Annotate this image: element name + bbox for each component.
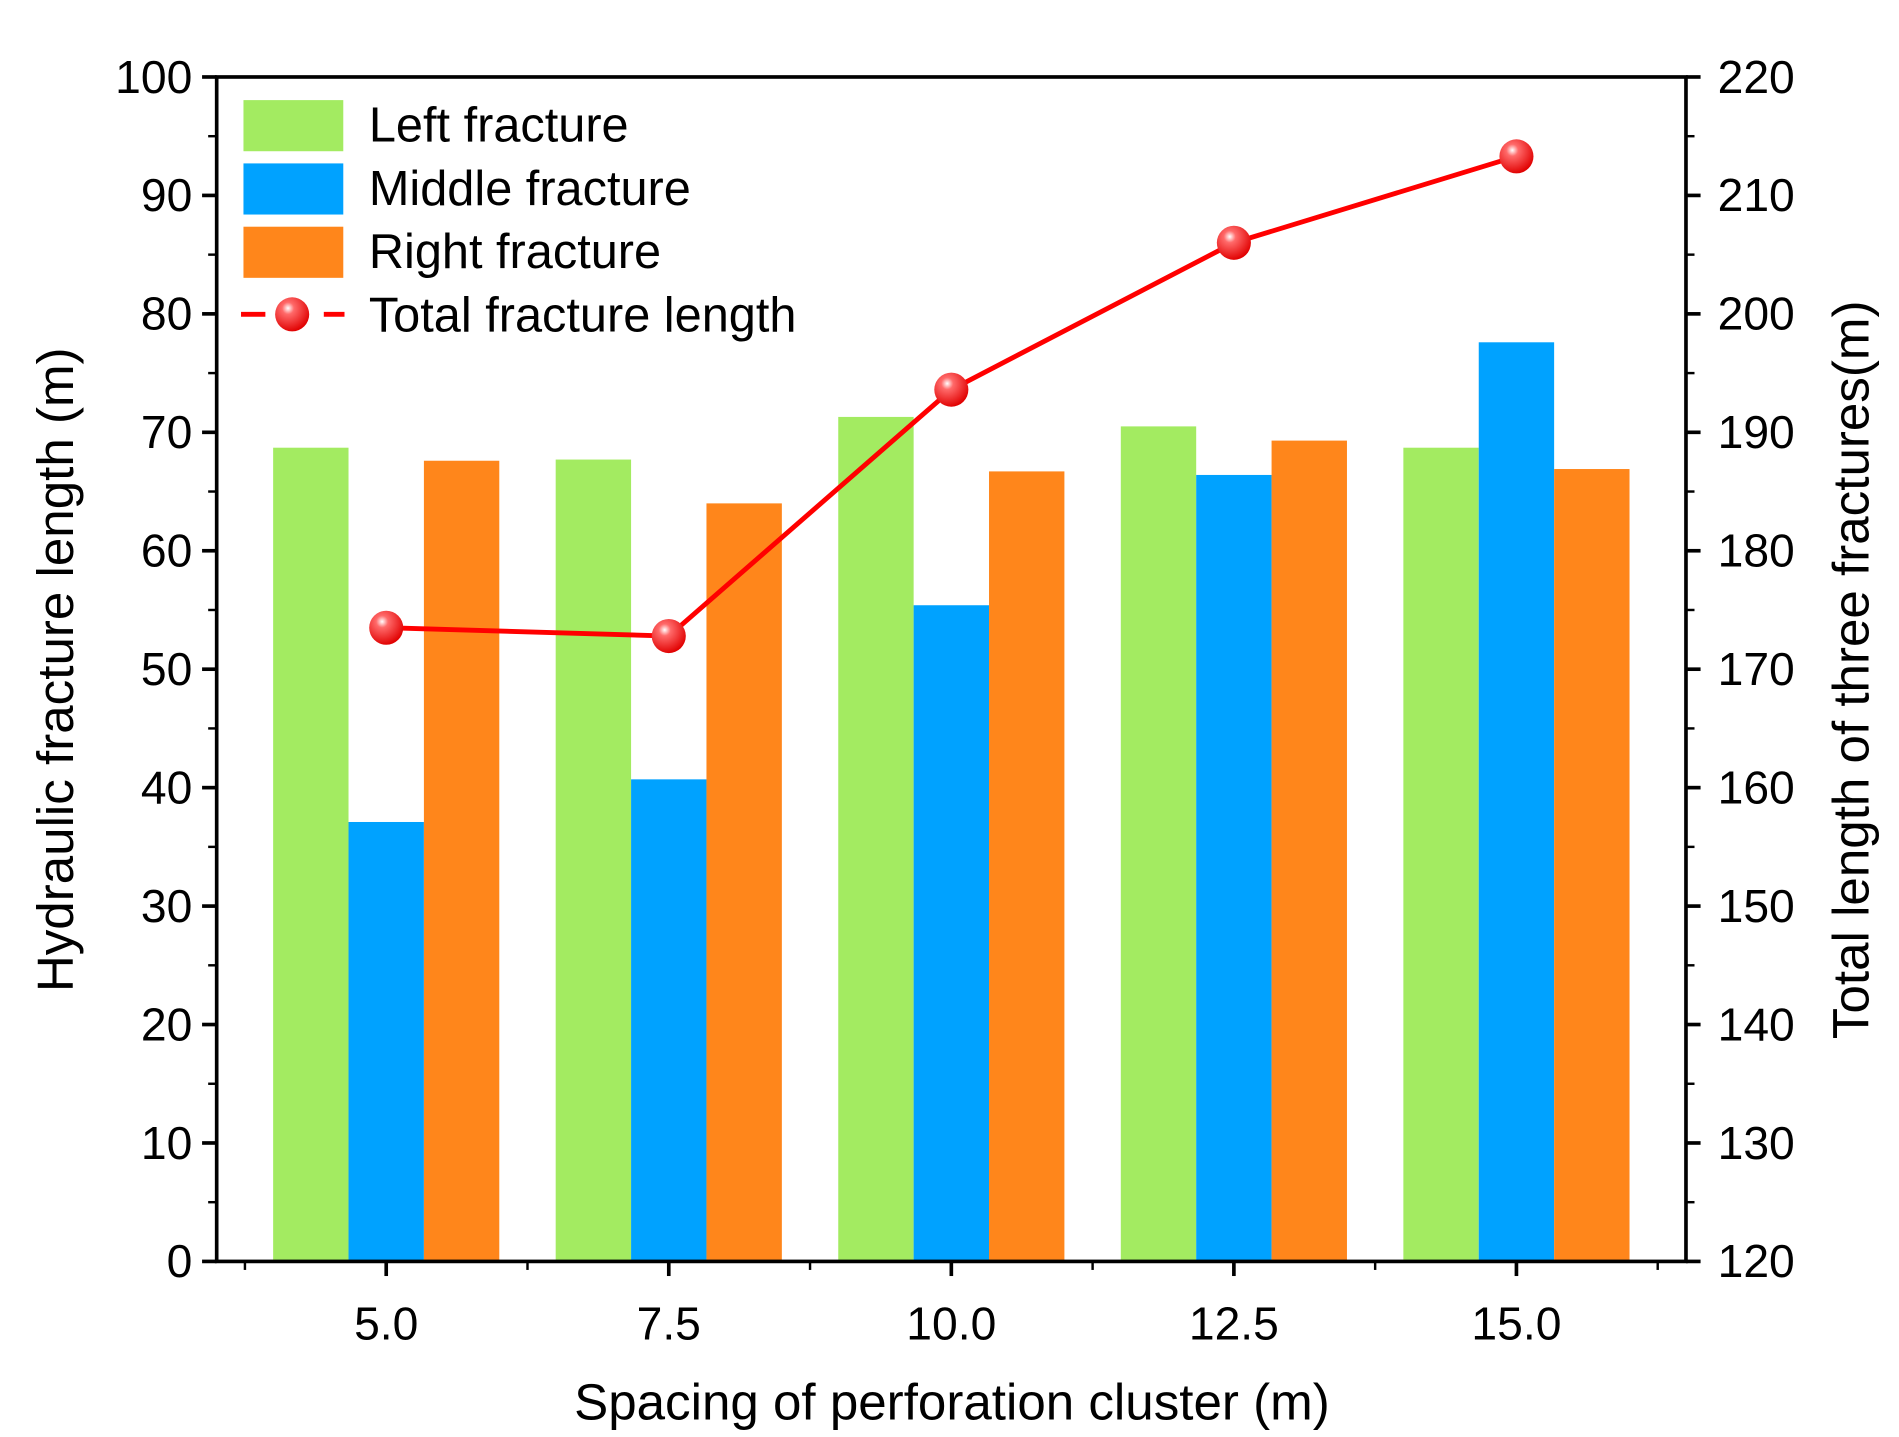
y-tick-label: 80	[141, 288, 192, 340]
total-length-point	[934, 372, 969, 407]
total-length-point	[1216, 225, 1251, 260]
y-tick-label: 30	[141, 880, 192, 932]
y2-tick-label: 180	[1718, 525, 1795, 577]
total-length-point	[651, 618, 686, 654]
y2-tick-label: 200	[1718, 288, 1795, 340]
y-tick-label: 10	[141, 1117, 192, 1169]
y2-tick-label: 150	[1718, 880, 1795, 932]
bar-middle-fracture	[631, 779, 707, 1262]
legend-label: Total fracture length	[369, 288, 797, 342]
legend-marker	[275, 297, 310, 332]
y2-tick-label: 140	[1718, 998, 1795, 1050]
x-axis-label: Spacing of perforation cluster (m)	[574, 1374, 1330, 1431]
y2-tick-label: 220	[1718, 51, 1795, 103]
x-tick-label: 12.5	[1189, 1297, 1279, 1349]
total-length-point	[369, 610, 404, 645]
y-tick-label: 40	[141, 761, 192, 813]
x-tick-label: 10.0	[906, 1297, 996, 1349]
y2-tick-label: 130	[1718, 1117, 1795, 1169]
bar-right-fracture	[423, 460, 500, 1262]
y-tick-label: 70	[141, 406, 192, 458]
legend-swatch	[243, 163, 344, 215]
legend-swatch	[243, 226, 344, 278]
legend: Left fracture Middle fracture Right fractu…	[241, 98, 796, 342]
y-tick-label: 100	[115, 51, 192, 103]
y2-tick-label: 190	[1718, 406, 1795, 458]
bar-left-fracture	[1403, 447, 1479, 1262]
bar-middle-fracture	[1196, 474, 1272, 1262]
y-tick-label: 90	[141, 169, 192, 221]
y-axis-label: Hydraulic fracture length (m)	[27, 347, 84, 992]
y2-tick-label: 120	[1718, 1235, 1795, 1287]
y-tick-label: 0	[167, 1235, 193, 1287]
bar-middle-fracture	[913, 605, 990, 1262]
bar-right-fracture	[1271, 440, 1347, 1262]
y2-tick-label: 160	[1718, 761, 1795, 813]
x-tick-label: 7.5	[637, 1297, 701, 1349]
bar-left-fracture	[838, 416, 914, 1262]
bar-right-fracture	[706, 503, 782, 1262]
legend-swatch	[243, 100, 344, 152]
x-tick-label: 15.0	[1471, 1297, 1561, 1349]
bar-middle-fracture	[348, 821, 424, 1262]
y-tick-label: 50	[141, 643, 192, 695]
bar-middle-fracture	[1478, 342, 1555, 1262]
legend-label: Left fracture	[369, 98, 629, 152]
y2-tick-label: 170	[1718, 643, 1795, 695]
y2-tick-label: 210	[1718, 169, 1795, 221]
bar-left-fracture	[1120, 426, 1197, 1262]
y-tick-label: 60	[141, 525, 192, 577]
x-tick-label: 5.0	[354, 1297, 418, 1349]
legend-label: Right fracture	[369, 225, 661, 279]
bar-left-fracture	[555, 459, 632, 1262]
total-length-point	[1499, 139, 1534, 174]
bar-right-fracture	[1554, 469, 1630, 1262]
bar-left-fracture	[273, 447, 349, 1262]
y-tick-label: 20	[141, 998, 192, 1050]
y2-axis-label: Total length of three fractures(m)	[1823, 301, 1880, 1040]
bar-right-fracture	[989, 471, 1065, 1262]
legend-label: Middle fracture	[369, 162, 691, 216]
